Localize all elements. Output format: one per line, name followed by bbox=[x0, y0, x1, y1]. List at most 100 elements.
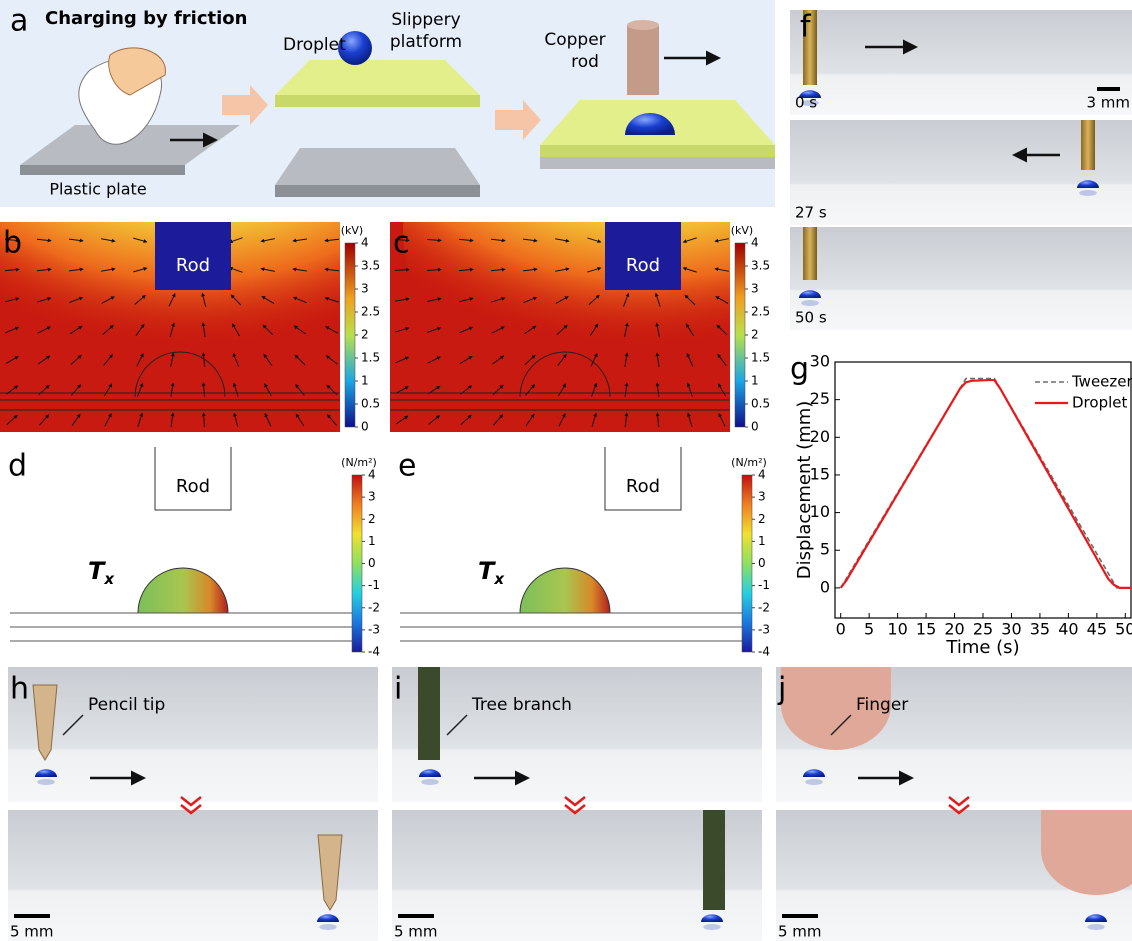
colorbar-tick-label: 3 bbox=[368, 490, 376, 504]
colorbar-tick-label: 3.5 bbox=[361, 259, 380, 273]
droplet-reflection bbox=[703, 924, 721, 930]
caption: Slippery bbox=[391, 10, 460, 30]
colorbar-tick-label: 1 bbox=[758, 534, 766, 548]
caption: platform bbox=[390, 32, 462, 52]
plate bbox=[540, 157, 775, 169]
x-tick-label: 45 bbox=[1087, 620, 1107, 639]
figure: a Charging by friction Plastic plate Dro… bbox=[0, 0, 1132, 941]
x-tick-label: 5 bbox=[864, 620, 874, 639]
panel-label: g bbox=[790, 352, 809, 387]
colorbar bbox=[742, 475, 752, 652]
x-tick-label: 15 bbox=[916, 620, 936, 639]
colorbar-tick-label: -3 bbox=[368, 622, 380, 636]
colorbar-tick-label: 0.5 bbox=[361, 397, 380, 411]
colorbar-tick-label: 3.5 bbox=[751, 259, 770, 273]
scale-label: 5 mm bbox=[394, 923, 438, 941]
droplet-reflection bbox=[1087, 924, 1105, 930]
scale-label: 3 mm bbox=[1086, 94, 1130, 112]
legend-label: Tweezer bbox=[1071, 373, 1132, 391]
colorbar-tick-label: 1 bbox=[751, 374, 759, 388]
plate bbox=[275, 148, 480, 185]
colorbar bbox=[345, 243, 355, 427]
droplet-reflection bbox=[805, 779, 823, 785]
x-tick-label: 30 bbox=[1001, 620, 1021, 639]
colorbar-tick-label: 3 bbox=[361, 282, 369, 296]
colorbar-tick-label: 2.5 bbox=[751, 305, 770, 319]
x-tick-label: 35 bbox=[1030, 620, 1050, 639]
droplet-reflection bbox=[1079, 190, 1097, 196]
panel-label: e bbox=[398, 449, 416, 484]
colorbar-tick-label: 4 bbox=[361, 236, 369, 250]
legend-label: Droplet bbox=[1072, 394, 1127, 412]
y-tick-label: 30 bbox=[810, 352, 830, 371]
y-tick-label: 0 bbox=[820, 577, 830, 596]
branch bbox=[418, 667, 440, 760]
x-axis-label: Time (s) bbox=[945, 637, 1019, 658]
object-label: Finger bbox=[856, 695, 908, 715]
platform-edge bbox=[540, 145, 775, 157]
scale-label: 5 mm bbox=[10, 923, 54, 941]
droplet-reflection bbox=[37, 779, 55, 785]
colorbar-tick-label: -3 bbox=[758, 622, 770, 636]
y-axis-label: Displacement (mm) bbox=[794, 401, 815, 580]
colorbar-tick-label: 2 bbox=[368, 512, 376, 526]
colorbar-unit: (kV) bbox=[341, 224, 363, 237]
x-tick-label: 20 bbox=[944, 620, 964, 639]
caption: Plastic plate bbox=[49, 180, 146, 199]
colorbar-tick-label: 1 bbox=[368, 534, 376, 548]
droplet-stress bbox=[520, 568, 610, 613]
colorbar-tick-label: 4 bbox=[368, 468, 376, 482]
colorbar-tick-label: 2 bbox=[758, 512, 766, 526]
rod-label: Rod bbox=[626, 255, 660, 276]
colorbar-tick-label: 0 bbox=[758, 556, 766, 570]
branch bbox=[703, 810, 725, 910]
colorbar-tick-label: 1 bbox=[361, 374, 369, 388]
colorbar-tick-label: 4 bbox=[758, 468, 766, 482]
plate-edge bbox=[20, 165, 185, 175]
colorbar-tick-label: 3 bbox=[758, 490, 766, 504]
x-tick-label: 25 bbox=[973, 620, 993, 639]
colorbar-tick-label: 3 bbox=[751, 282, 759, 296]
colorbar-tick-label: 0 bbox=[368, 556, 376, 570]
platform-edge bbox=[275, 95, 480, 107]
platform bbox=[275, 60, 480, 95]
colorbar-tick-label: 4 bbox=[751, 236, 759, 250]
colorbar-tick-label: 1.5 bbox=[361, 351, 380, 365]
panel-label: c bbox=[393, 226, 410, 261]
caption: Charging by friction bbox=[45, 8, 247, 29]
x-tick-label: 0 bbox=[836, 620, 846, 639]
time-label: 27 s bbox=[795, 204, 827, 222]
caption: Copper bbox=[544, 30, 605, 50]
time-label: 50 s bbox=[795, 309, 827, 327]
copper-rod-top bbox=[627, 20, 659, 30]
x-tick-label: 50 bbox=[1115, 620, 1132, 639]
force-symbol: T bbox=[478, 557, 496, 585]
colorbar-tick-label: 2.5 bbox=[361, 305, 380, 319]
colorbar-tick-label: 2 bbox=[361, 328, 369, 342]
droplet-reflection bbox=[421, 779, 439, 785]
force-label: Tx bbox=[88, 557, 115, 588]
x-tick-label: 10 bbox=[887, 620, 907, 639]
rod-label: Rod bbox=[626, 476, 660, 497]
rod-label: Rod bbox=[176, 476, 210, 497]
colorbar-tick-label: 0 bbox=[361, 420, 369, 434]
force-symbol: T bbox=[88, 557, 106, 585]
colorbar-tick-label: -2 bbox=[758, 600, 770, 614]
photo bbox=[790, 10, 1132, 115]
time-label: 0 s bbox=[795, 94, 817, 112]
colorbar-tick-label: -1 bbox=[368, 578, 380, 592]
colorbar bbox=[352, 475, 362, 652]
x-tick-label: 40 bbox=[1058, 620, 1078, 639]
droplet-stress bbox=[138, 568, 228, 613]
panel-label: i bbox=[394, 672, 402, 707]
object-label: Tree branch bbox=[471, 695, 572, 715]
scale-label: 5 mm bbox=[778, 923, 822, 941]
caption: rod bbox=[571, 52, 599, 72]
object-label: Pencil tip bbox=[88, 695, 165, 715]
colorbar bbox=[735, 243, 745, 427]
force-subscript: x bbox=[103, 570, 115, 588]
colorbar-tick-label: 0.5 bbox=[751, 397, 770, 411]
colorbar-tick-label: 1.5 bbox=[751, 351, 770, 365]
panel-label: j bbox=[777, 672, 786, 707]
rod-label: Rod bbox=[176, 255, 210, 276]
